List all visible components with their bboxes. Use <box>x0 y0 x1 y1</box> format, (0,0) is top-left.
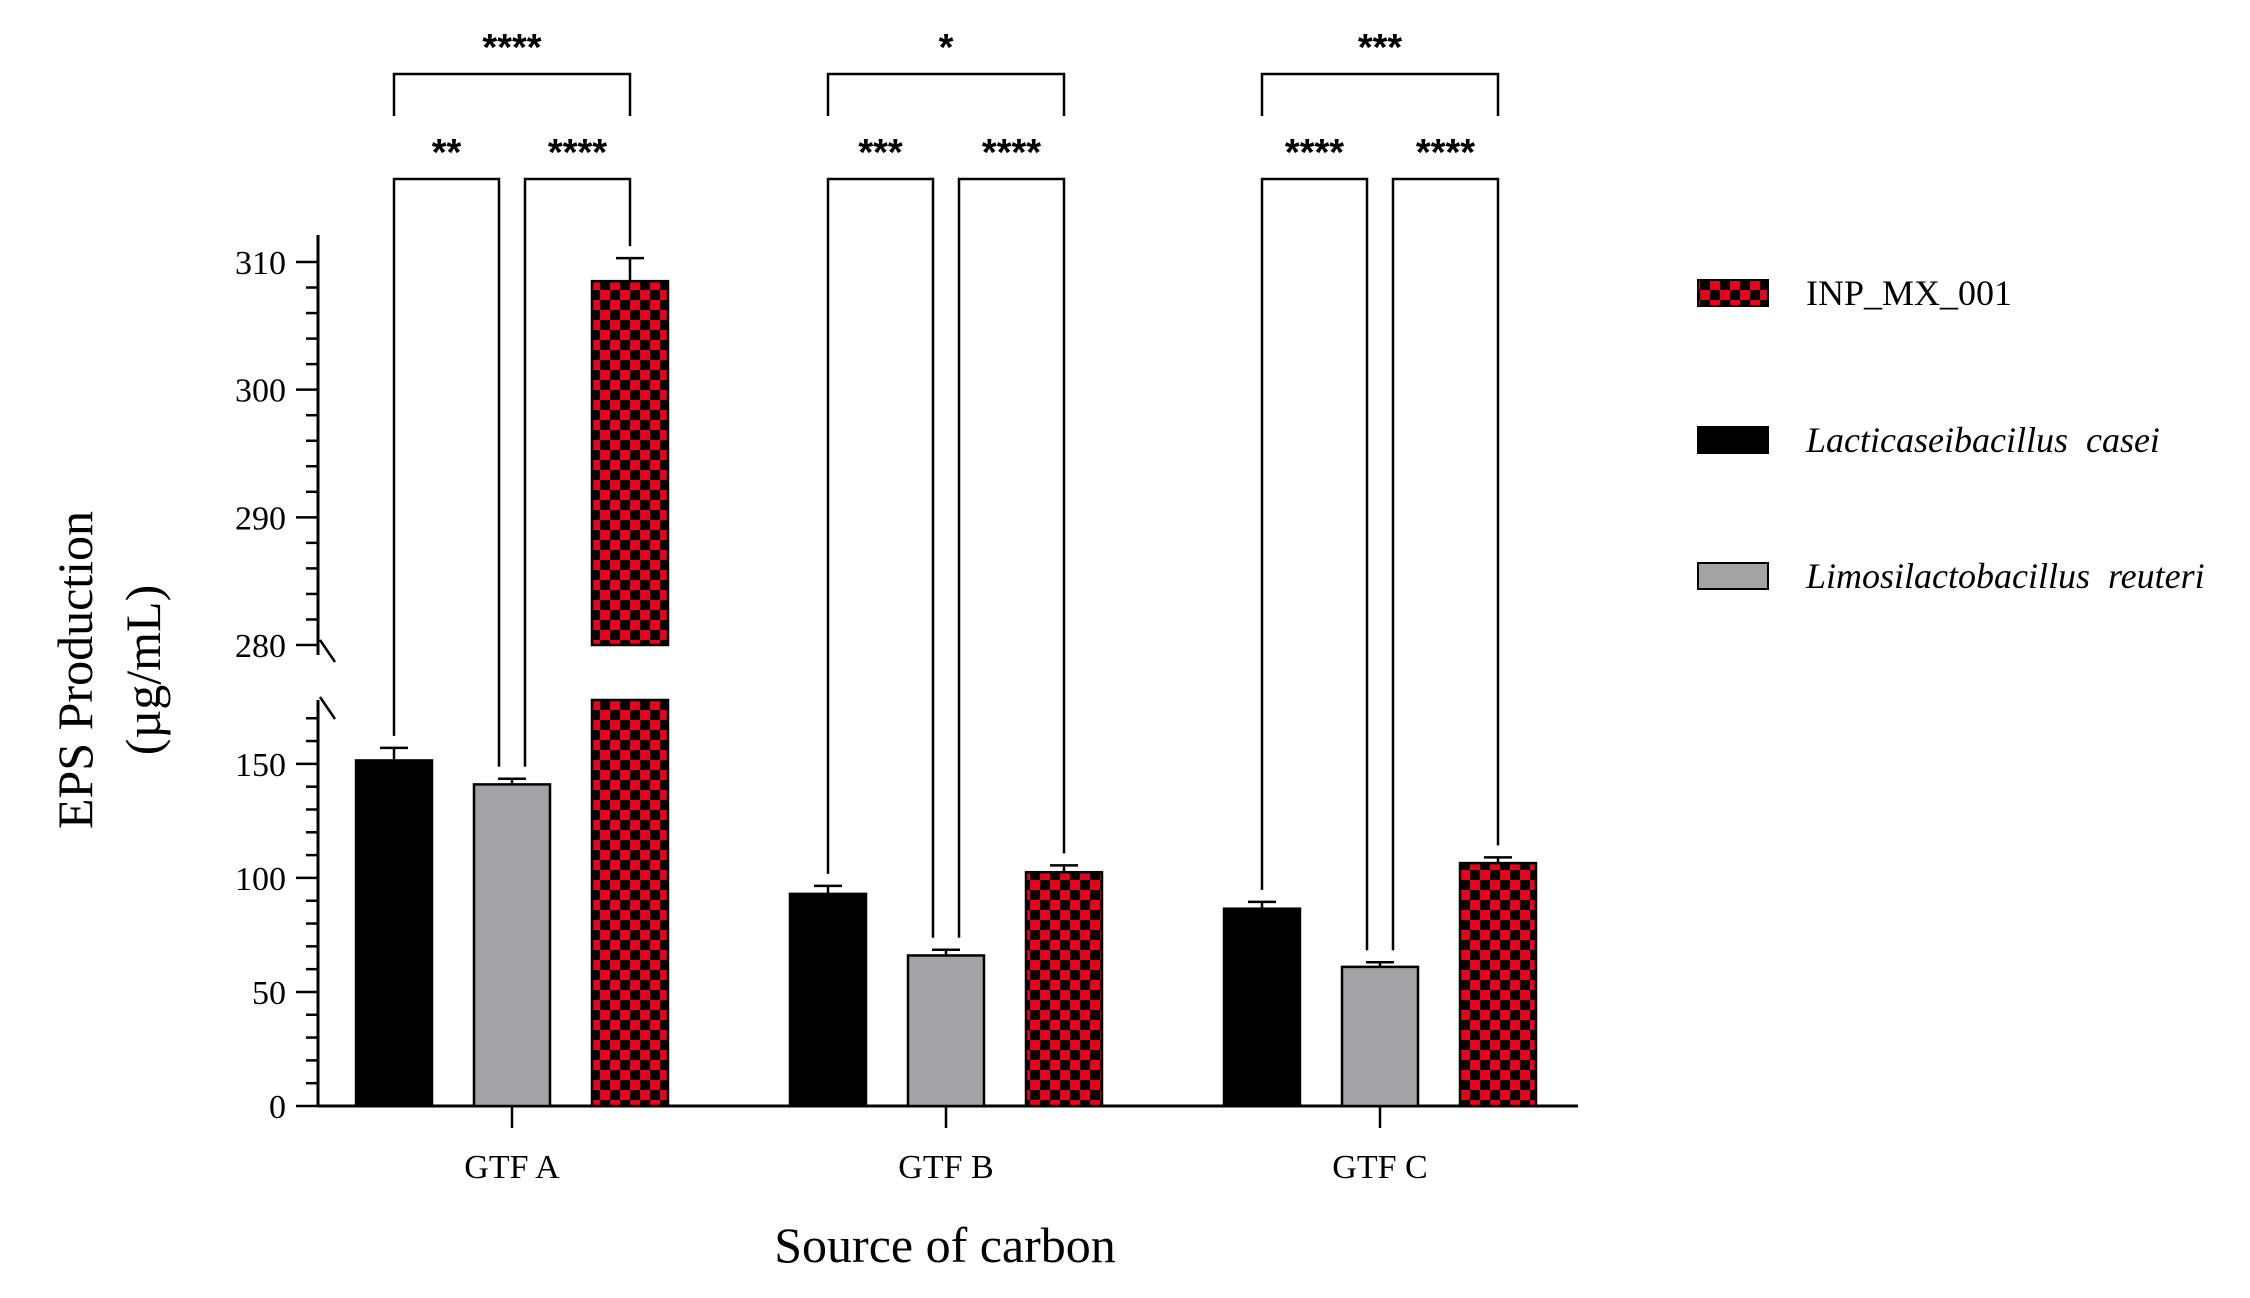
x-tick-label: GTF B <box>898 1149 993 1186</box>
legend-swatch <box>1697 279 1769 307</box>
bar-inp_mx_001-gtf-a-upper <box>590 279 670 647</box>
bar-lacticaseibacillus-gtf-c <box>1222 907 1302 1108</box>
significance-bracket <box>392 72 632 116</box>
y-tick-label: 50 <box>252 975 286 1012</box>
y-tick-label: 310 <box>235 245 286 282</box>
legend-label: Lacticaseibacillus casei <box>1805 420 2160 460</box>
bar-lacticaseibacillus-gtf-b <box>788 892 868 1108</box>
bars-layer <box>354 256 1538 1108</box>
legend-swatch <box>1697 562 1769 590</box>
significance-bracket <box>957 177 1066 938</box>
y-axis-title-line2: (µg/mL) <box>115 585 171 755</box>
x-tick-label: GTF A <box>464 1149 560 1186</box>
significance-bracket <box>1260 177 1369 951</box>
significance-label: ** <box>432 132 462 174</box>
significance-label: *** <box>858 132 903 174</box>
significance-label: *** <box>1358 27 1403 69</box>
significance-bracket <box>523 177 632 767</box>
y-tick-label: 300 <box>235 373 286 410</box>
y-tick-label: 280 <box>235 628 286 665</box>
bar-limosilactobacillus-gtf-b <box>906 954 986 1108</box>
y-tick-label: 100 <box>235 861 286 898</box>
significance-bracket <box>392 177 501 767</box>
bar-inp_mx_001-gtf-c <box>1458 861 1538 1108</box>
x-axis-title: Source of carbon <box>774 1217 1116 1273</box>
labels-layer: Source of carbon EPS Production (µg/mL) <box>47 511 1116 1273</box>
bar-inp_mx_001-gtf-a-lower <box>590 698 670 1108</box>
y-axis-title-line1: EPS Production <box>47 511 103 829</box>
y-tick-label: 150 <box>235 747 286 784</box>
significance-bracket <box>826 177 935 938</box>
bar-limosilactobacillus-gtf-a <box>472 783 552 1108</box>
legend-label: Limosilactobacillus reuteri <box>1805 556 2205 596</box>
significance-bracket <box>1260 72 1500 116</box>
significance-bracket <box>1391 177 1500 951</box>
x-tick-label: GTF C <box>1332 1149 1427 1186</box>
significance-label: **** <box>482 27 541 69</box>
legend-label: INP_MX_001 <box>1806 273 2012 313</box>
significance-label: * <box>939 27 954 69</box>
significance-label: **** <box>1416 132 1475 174</box>
legend: INP_MX_001 Lacticaseibacillus casei Limosi… <box>1697 273 2205 596</box>
bar-limosilactobacillus-gtf-c <box>1340 965 1420 1108</box>
bar-lacticaseibacillus-gtf-a <box>354 759 434 1108</box>
significance-bracket <box>826 72 1066 116</box>
significance-label: **** <box>1285 132 1344 174</box>
y-tick-label: 290 <box>235 500 286 537</box>
significance-label: **** <box>982 132 1041 174</box>
axis-break-mark-lower <box>318 696 337 720</box>
significance-layer: ** *********** ********* ******* <box>392 27 1500 951</box>
bar-inp_mx_001-gtf-b <box>1024 870 1104 1108</box>
y-tick-label: 0 <box>269 1089 286 1126</box>
axis-break-mark-upper <box>318 639 337 663</box>
significance-label: **** <box>548 132 607 174</box>
legend-swatch <box>1697 426 1769 454</box>
